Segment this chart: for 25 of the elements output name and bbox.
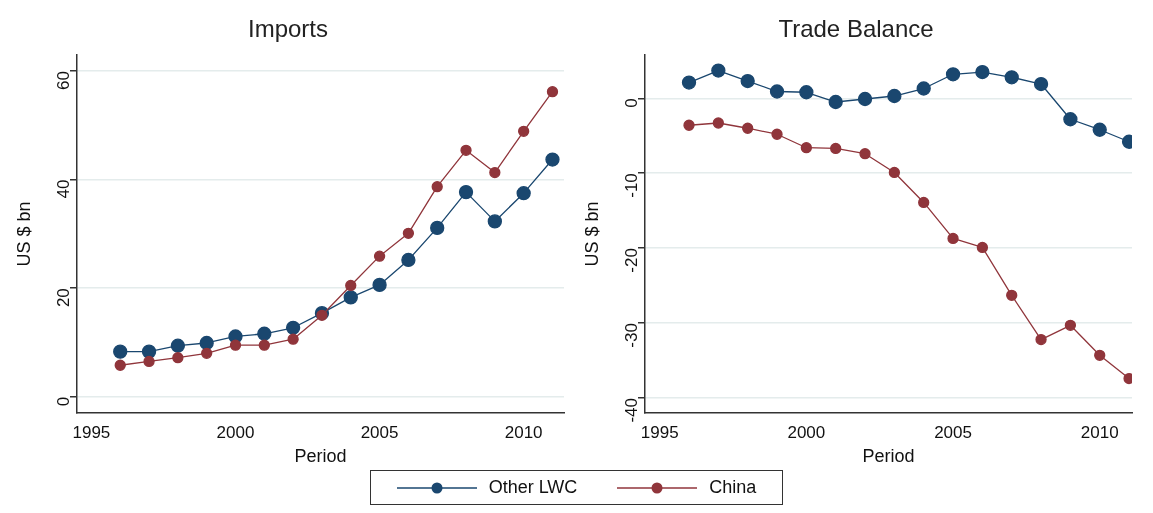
y-tick-label: 60 [53, 71, 73, 90]
x-tick-label: 1995 [640, 422, 679, 442]
legend-label: China [709, 477, 757, 498]
chart-title: Imports [247, 15, 329, 43]
y-tick-label: 0 [53, 396, 73, 407]
y-tick-label: -20 [621, 248, 641, 273]
y-tick-label: -10 [621, 173, 641, 198]
x-tick-label: 2005 [934, 422, 972, 442]
x-tick-label: 2005 [360, 422, 399, 442]
x-tick-label: 2010 [1080, 422, 1119, 442]
x-axis-title: Period [294, 446, 347, 467]
x-tick-label: 2000 [787, 422, 826, 442]
y-axis-title: US $ bn [13, 201, 34, 267]
y-tick-label: -40 [621, 398, 641, 423]
x-axis-title: Period [862, 446, 915, 467]
x-tick-label: 2000 [216, 422, 255, 442]
y-tick-label: 20 [53, 288, 73, 308]
y-tick-label: 40 [53, 179, 73, 199]
x-tick-label: 2010 [504, 422, 543, 442]
x-tick-label: 1995 [72, 422, 111, 442]
legend-label: Other LWC [488, 477, 578, 498]
y-tick-label: 0 [621, 98, 641, 108]
chart-title: Trade Balance [778, 15, 934, 43]
y-axis-title: US $ bn [581, 201, 602, 267]
y-tick-label: -30 [621, 323, 641, 348]
